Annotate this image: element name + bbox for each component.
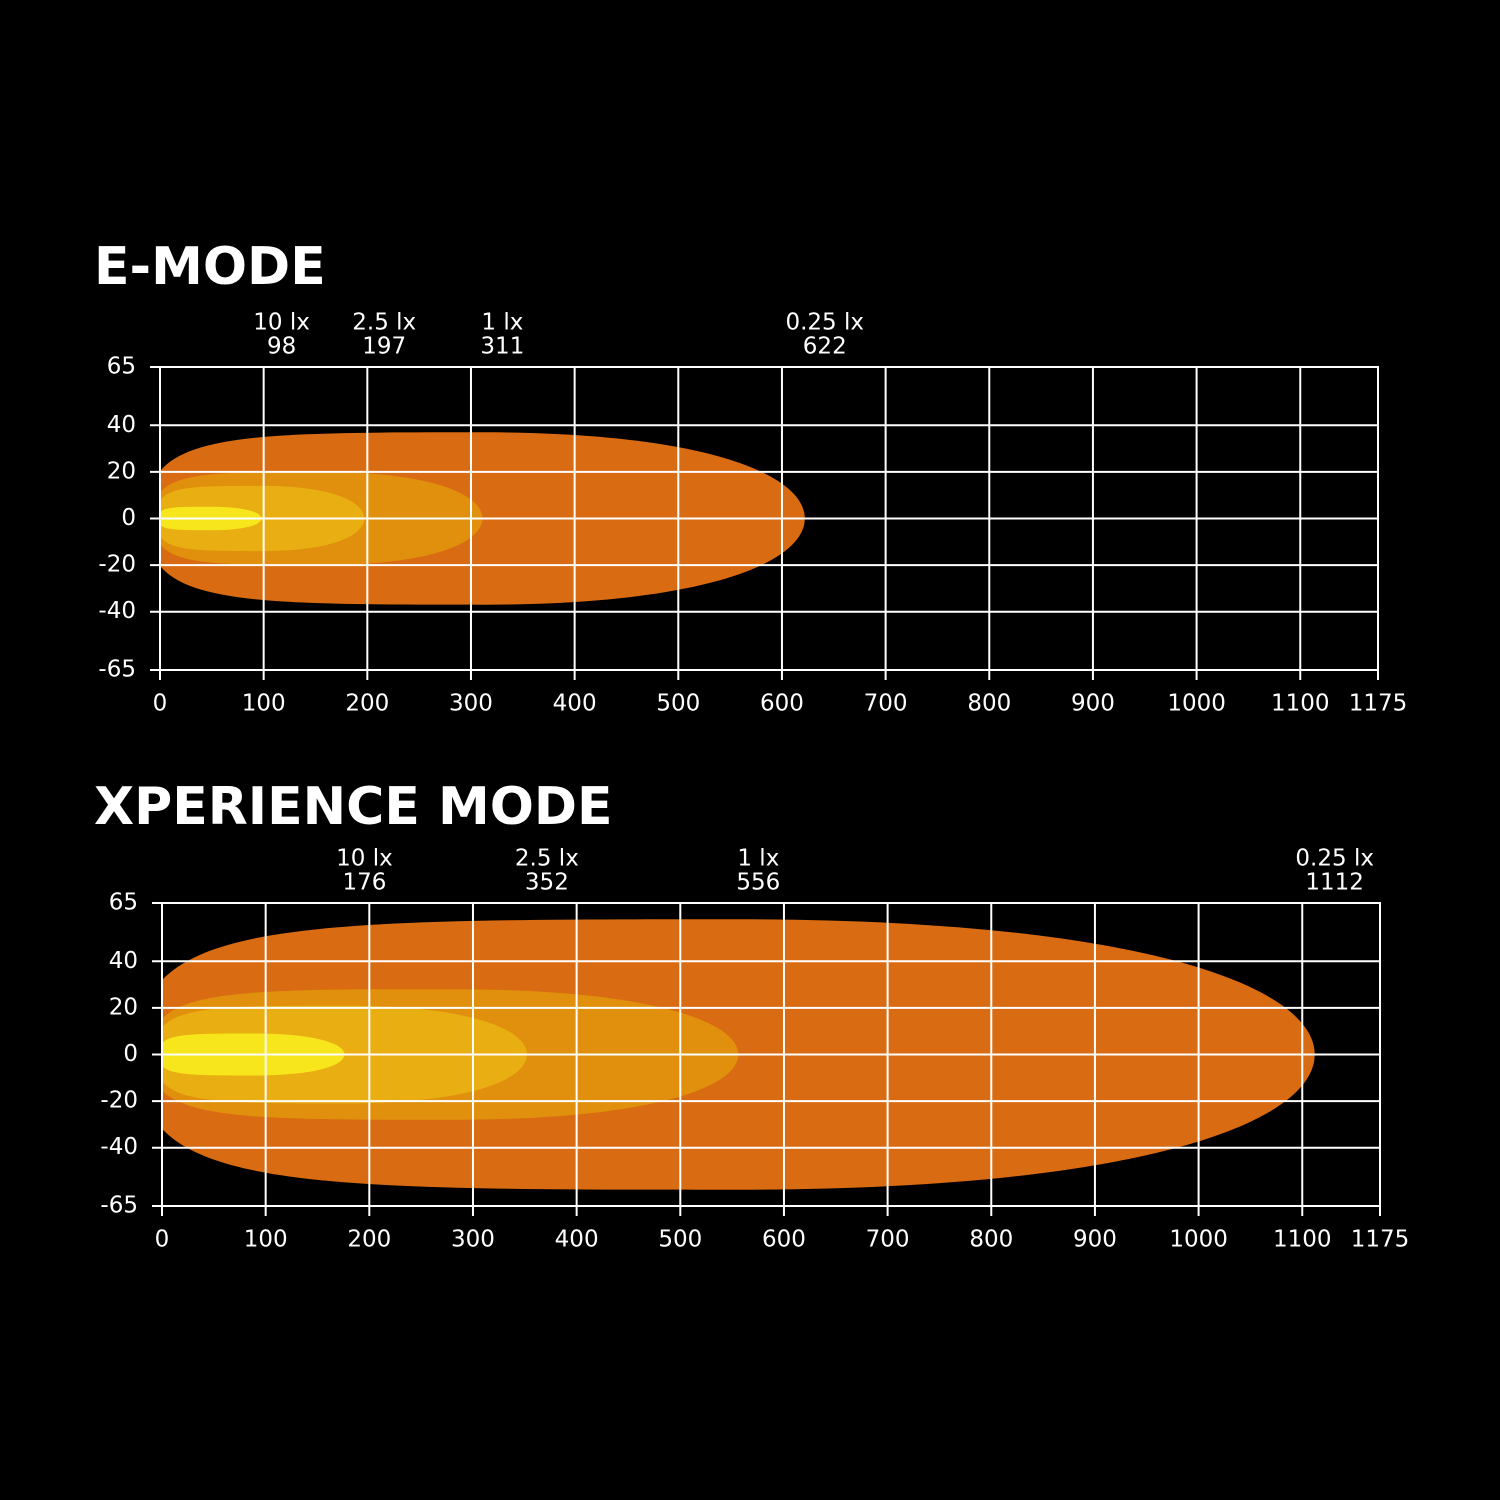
zone-name: 0.25 lx <box>785 310 864 336</box>
x-tick-label: 1000 <box>1167 691 1226 717</box>
y-tick-label: -65 <box>98 657 136 683</box>
chart-title: XPERIENCE MODE <box>94 777 613 837</box>
x-tick-label: 700 <box>864 691 908 717</box>
zone-name: 2.5 lx <box>515 846 579 872</box>
x-tick-label: 1175 <box>1351 1227 1410 1253</box>
x-tick-label: 600 <box>762 1227 806 1253</box>
zone-reach: 197 <box>362 334 406 360</box>
x-tick-label: 700 <box>866 1227 910 1253</box>
plot-frame <box>161 902 1381 1207</box>
zone-name: 2.5 lx <box>352 310 416 336</box>
x-tick-label: 100 <box>242 691 286 717</box>
zone-name: 1 lx <box>481 310 523 336</box>
x-tick-label: 1175 <box>1349 691 1408 717</box>
x-tick-label: 1000 <box>1169 1227 1228 1253</box>
x-tick-label: 200 <box>345 691 389 717</box>
x-tick-label: 600 <box>760 691 804 717</box>
x-tick-label: 1100 <box>1273 1227 1332 1253</box>
x-tick-label: 0 <box>153 691 168 717</box>
x-tick-label: 1100 <box>1271 691 1330 717</box>
x-tick-label: 400 <box>553 691 597 717</box>
y-tick-label: 40 <box>107 412 136 438</box>
zone-name: 10 lx <box>253 310 310 336</box>
x-tick-label: 800 <box>969 1227 1013 1253</box>
zone-reach: 352 <box>525 870 569 896</box>
x-tick-label: 300 <box>451 1227 495 1253</box>
zone-reach: 98 <box>267 334 296 360</box>
y-tick-label: 20 <box>107 458 136 484</box>
zone-reach: 622 <box>803 334 847 360</box>
zone-name: 1 lx <box>737 846 779 872</box>
x-tick-label: 200 <box>347 1227 391 1253</box>
y-tick-label: -20 <box>98 552 136 578</box>
y-tick-label: -20 <box>100 1088 138 1114</box>
zone-reach: 176 <box>342 870 386 896</box>
y-tick-label: 40 <box>109 948 138 974</box>
x-tick-label: 300 <box>449 691 493 717</box>
x-tick-label: 800 <box>967 691 1011 717</box>
x-tick-label: 400 <box>555 1227 599 1253</box>
x-tick-label: 500 <box>656 691 700 717</box>
x-tick-label: 100 <box>244 1227 288 1253</box>
zone-reach: 556 <box>736 870 780 896</box>
y-tick-label: 65 <box>107 354 136 380</box>
y-tick-label: 65 <box>109 890 138 916</box>
chart-title: E-MODE <box>94 237 326 297</box>
y-tick-label: -40 <box>100 1134 138 1160</box>
zone-reach: 1112 <box>1305 870 1364 896</box>
y-tick-label: 0 <box>123 1041 138 1067</box>
x-tick-label: 900 <box>1073 1227 1117 1253</box>
plot-frame <box>159 366 1379 671</box>
y-tick-label: 0 <box>121 505 136 531</box>
x-tick-label: 500 <box>658 1227 702 1253</box>
zone-reach: 311 <box>480 334 524 360</box>
zone-name: 0.25 lx <box>1295 846 1374 872</box>
zone-name: 10 lx <box>336 846 393 872</box>
x-tick-label: 900 <box>1071 691 1115 717</box>
y-tick-label: 20 <box>109 994 138 1020</box>
x-tick-label: 0 <box>155 1227 170 1253</box>
y-tick-label: -65 <box>100 1193 138 1219</box>
y-tick-label: -40 <box>98 598 136 624</box>
